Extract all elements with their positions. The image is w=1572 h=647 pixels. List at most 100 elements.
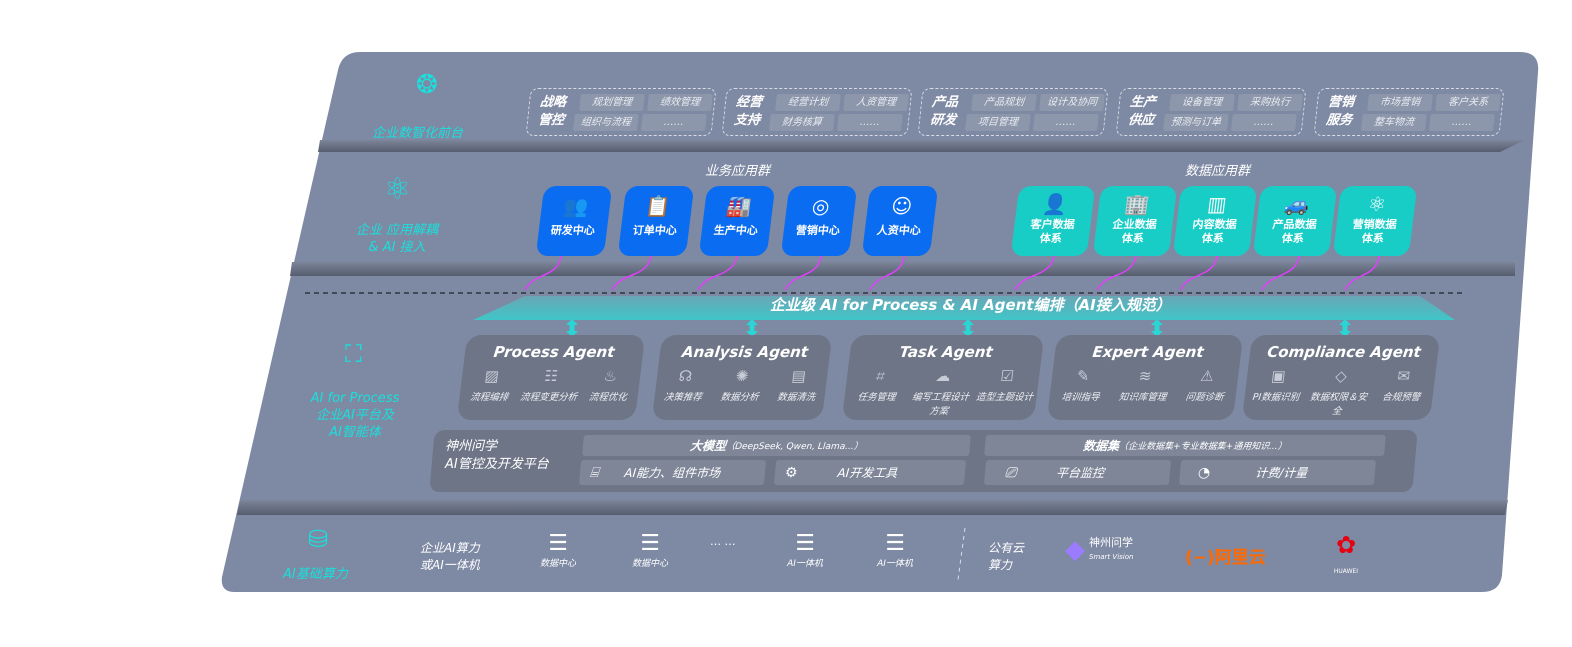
group-title-line: 生产 bbox=[1129, 95, 1157, 110]
orchestration-banner: 企业级 AI for Process & AI Agent编排（AI接入规范） bbox=[770, 296, 1171, 314]
capability-group: 产品 研发 产品规划 设计及协同 项目管理…… bbox=[917, 88, 1109, 136]
agent-capability[interactable]: ☷ 流程变更分析 bbox=[518, 367, 581, 403]
capability-chip[interactable]: 市场营销 bbox=[1367, 94, 1433, 111]
capability-chip[interactable]: …… bbox=[1231, 114, 1297, 131]
apps-label-line: & AI 接入 bbox=[368, 240, 426, 255]
capability-chip[interactable]: …… bbox=[1033, 114, 1099, 131]
capability-chip[interactable]: …… bbox=[641, 114, 707, 131]
group-title-line: 支持 bbox=[733, 113, 761, 128]
group-title: 战略 管控 bbox=[537, 94, 567, 130]
tool-dev[interactable]: ⚙ AI开发工具 bbox=[773, 460, 967, 485]
compute-label-line: 企业AI算力 bbox=[420, 541, 480, 555]
capability-label: 决策推荐 bbox=[663, 392, 703, 403]
agent-capability[interactable]: ≋ 知识库管理 bbox=[1111, 367, 1177, 403]
capability-icon: ≋ bbox=[1137, 367, 1153, 385]
agent-card[interactable]: Analysis Agent ☊ 决策推荐 ✺ 数据分析 ▤ 数据清洗 bbox=[651, 335, 833, 420]
cloud-label-line: 公有云 bbox=[988, 541, 1025, 555]
node-label: 数据中心 bbox=[539, 559, 576, 569]
capability-label: 培训指导 bbox=[1060, 392, 1101, 403]
capability-chip[interactable]: 设计及协同 bbox=[1039, 94, 1105, 111]
group-title: 生产 供应 bbox=[1127, 94, 1157, 130]
agent-capability[interactable]: ▨ 流程编排 bbox=[459, 367, 522, 403]
server-icon: ☰ bbox=[548, 531, 568, 556]
capability-label: 流程优化 bbox=[588, 392, 628, 403]
agent-capability[interactable]: ✉ 合规预警 bbox=[1368, 367, 1436, 417]
business-app-tile[interactable]: 🏭 生产中心 bbox=[698, 186, 776, 256]
capability-icon: ▨ bbox=[483, 367, 501, 385]
dev-tool-icon: ⚙ bbox=[784, 464, 799, 481]
data-app-tile[interactable]: 👤 客户数据 体系 bbox=[1010, 186, 1096, 256]
capability-label: 问题诊断 bbox=[1184, 392, 1225, 403]
capability-chip[interactable]: …… bbox=[1429, 114, 1495, 131]
agent-card[interactable]: Task Agent ⌗ 任务管理 ☁ 编写工程设计方案 ☑ 造型主题设计 bbox=[841, 335, 1045, 420]
business-app-tile[interactable]: ◎ 营销中心 bbox=[780, 186, 858, 256]
capability-group: 营销 服务 市场营销 客户关系 整车物流…… bbox=[1313, 88, 1505, 136]
agent-name: Expert Agent bbox=[1091, 343, 1205, 361]
data-app-tile[interactable]: 🚙 产品数据 体系 bbox=[1252, 186, 1338, 256]
capability-chip[interactable]: 经营计划 bbox=[775, 94, 841, 111]
agent-capability[interactable]: ☑ 造型主题设计 bbox=[970, 367, 1039, 417]
agent-card[interactable]: Process Agent ▨ 流程编排 ☷ 流程变更分析 ♨ 流程优化 bbox=[456, 335, 646, 420]
data-app-tile[interactable]: ▥ 内容数据 体系 bbox=[1172, 186, 1258, 256]
capability-label: 流程变更分析 bbox=[519, 392, 578, 403]
data-app-tile[interactable]: ⚛ 营销数据 体系 bbox=[1332, 186, 1418, 256]
capability-chip[interactable]: 人资管理 bbox=[843, 94, 909, 111]
tool-billing[interactable]: ◔ 计费/计量 bbox=[1178, 460, 1377, 485]
capability-chip[interactable]: 产品规划 bbox=[971, 94, 1037, 111]
agent-card[interactable]: Compliance Agent ▣ PI数据识别 ◇ 数据权限＆安全 ✉ 合规预警 bbox=[1241, 335, 1441, 420]
tile-label: 营销数据 bbox=[1351, 218, 1398, 231]
agent-capability[interactable]: ✺ 数据分析 bbox=[711, 367, 772, 403]
agent-capability[interactable]: ◇ 数据权限＆安全 bbox=[1305, 367, 1373, 417]
capability-chip[interactable]: 项目管理 bbox=[965, 114, 1031, 131]
capability-chip[interactable]: 采购执行 bbox=[1237, 94, 1303, 111]
tile-label: 订单中心 bbox=[632, 224, 678, 237]
aliyun-bracket-icon: (−) bbox=[1185, 548, 1215, 568]
agent-capability[interactable]: ▣ PI数据识别 bbox=[1242, 367, 1310, 417]
user-icon: 👤 bbox=[1041, 192, 1070, 216]
agent-name: Task Agent bbox=[898, 343, 994, 361]
capability-group: 经营支持 经营计划 人资管理 财务核算…… bbox=[721, 88, 913, 136]
gauge-icon: ◔ bbox=[1197, 464, 1211, 481]
apps-label: 企业 应用解耦 & AI 接入 bbox=[352, 222, 442, 256]
capability-icon: ◇ bbox=[1334, 367, 1349, 385]
group-title-line: 经营 bbox=[735, 95, 763, 110]
capability-chip[interactable]: 规划管理 bbox=[579, 94, 645, 111]
business-app-tile[interactable]: ☺ 人资中心 bbox=[861, 186, 939, 256]
data-app-tile[interactable]: 🏢 企业数据 体系 bbox=[1092, 186, 1178, 256]
tile-label: 生产中心 bbox=[713, 224, 759, 237]
tool-monitor[interactable]: ⎚ 平台监控 bbox=[983, 460, 1172, 485]
business-app-tile[interactable]: 📋 订单中心 bbox=[617, 186, 695, 256]
dataset-note: （企业数据集+专业数据集+通用知识...） bbox=[1118, 442, 1288, 452]
agent-capability[interactable]: ⌗ 任务管理 bbox=[842, 367, 911, 417]
ai-label-line: AI for Process bbox=[310, 391, 400, 406]
capability-chip[interactable]: 绩效管理 bbox=[647, 94, 713, 111]
agent-capability[interactable]: ♨ 流程优化 bbox=[578, 367, 641, 403]
capability-chip[interactable]: 整车物流 bbox=[1361, 114, 1427, 131]
agent-capability[interactable]: ☁ 编写工程设计方案 bbox=[906, 367, 975, 417]
capability-chip[interactable]: 客户关系 bbox=[1435, 94, 1501, 111]
agent-capability[interactable]: ☊ 决策推荐 bbox=[654, 367, 715, 403]
cloud-label-line: 算力 bbox=[988, 558, 1013, 572]
agent-capability[interactable]: ⚠ 问题诊断 bbox=[1173, 367, 1239, 403]
capability-icon: ☁ bbox=[934, 367, 952, 385]
capability-chip[interactable]: 组织与流程 bbox=[573, 114, 639, 131]
tool-market[interactable]: ⌸ AI能力、组件市场 bbox=[578, 460, 767, 485]
agent-capabilities: ☊ 决策推荐 ✺ 数据分析 ▤ 数据清洗 bbox=[654, 367, 828, 403]
agent-capability[interactable]: ▤ 数据清洗 bbox=[767, 367, 828, 403]
dataset-label: 数据集 bbox=[1082, 439, 1120, 453]
capability-chip[interactable]: 预测与订单 bbox=[1163, 114, 1229, 131]
capability-chip[interactable]: …… bbox=[837, 114, 903, 131]
node-label: AI一体机 bbox=[787, 559, 823, 569]
server-icon: ☰ bbox=[640, 531, 660, 556]
agent-card[interactable]: Expert Agent ✎ 培训指导 ≋ 知识库管理 ⚠ 问题诊断 bbox=[1046, 335, 1244, 420]
capability-chip[interactable]: 设备管理 bbox=[1169, 94, 1235, 111]
atom-icon: ⚛ bbox=[1366, 192, 1388, 216]
ai-label: AI for Process 企业AI平台及 AI智能体 bbox=[300, 390, 410, 441]
dataset-bar: 数据集 （企业数据集+专业数据集+通用知识...） bbox=[984, 435, 1386, 456]
capability-icon: ♨ bbox=[602, 367, 619, 385]
tool-label: AI开发工具 bbox=[836, 466, 898, 480]
agent-capability[interactable]: ✎ 培训指导 bbox=[1049, 367, 1115, 403]
capability-chip[interactable]: 财务核算 bbox=[769, 114, 835, 131]
platform-title-line: 神州问学 bbox=[445, 439, 498, 454]
business-app-tile[interactable]: 👥 研发中心 bbox=[535, 186, 613, 256]
